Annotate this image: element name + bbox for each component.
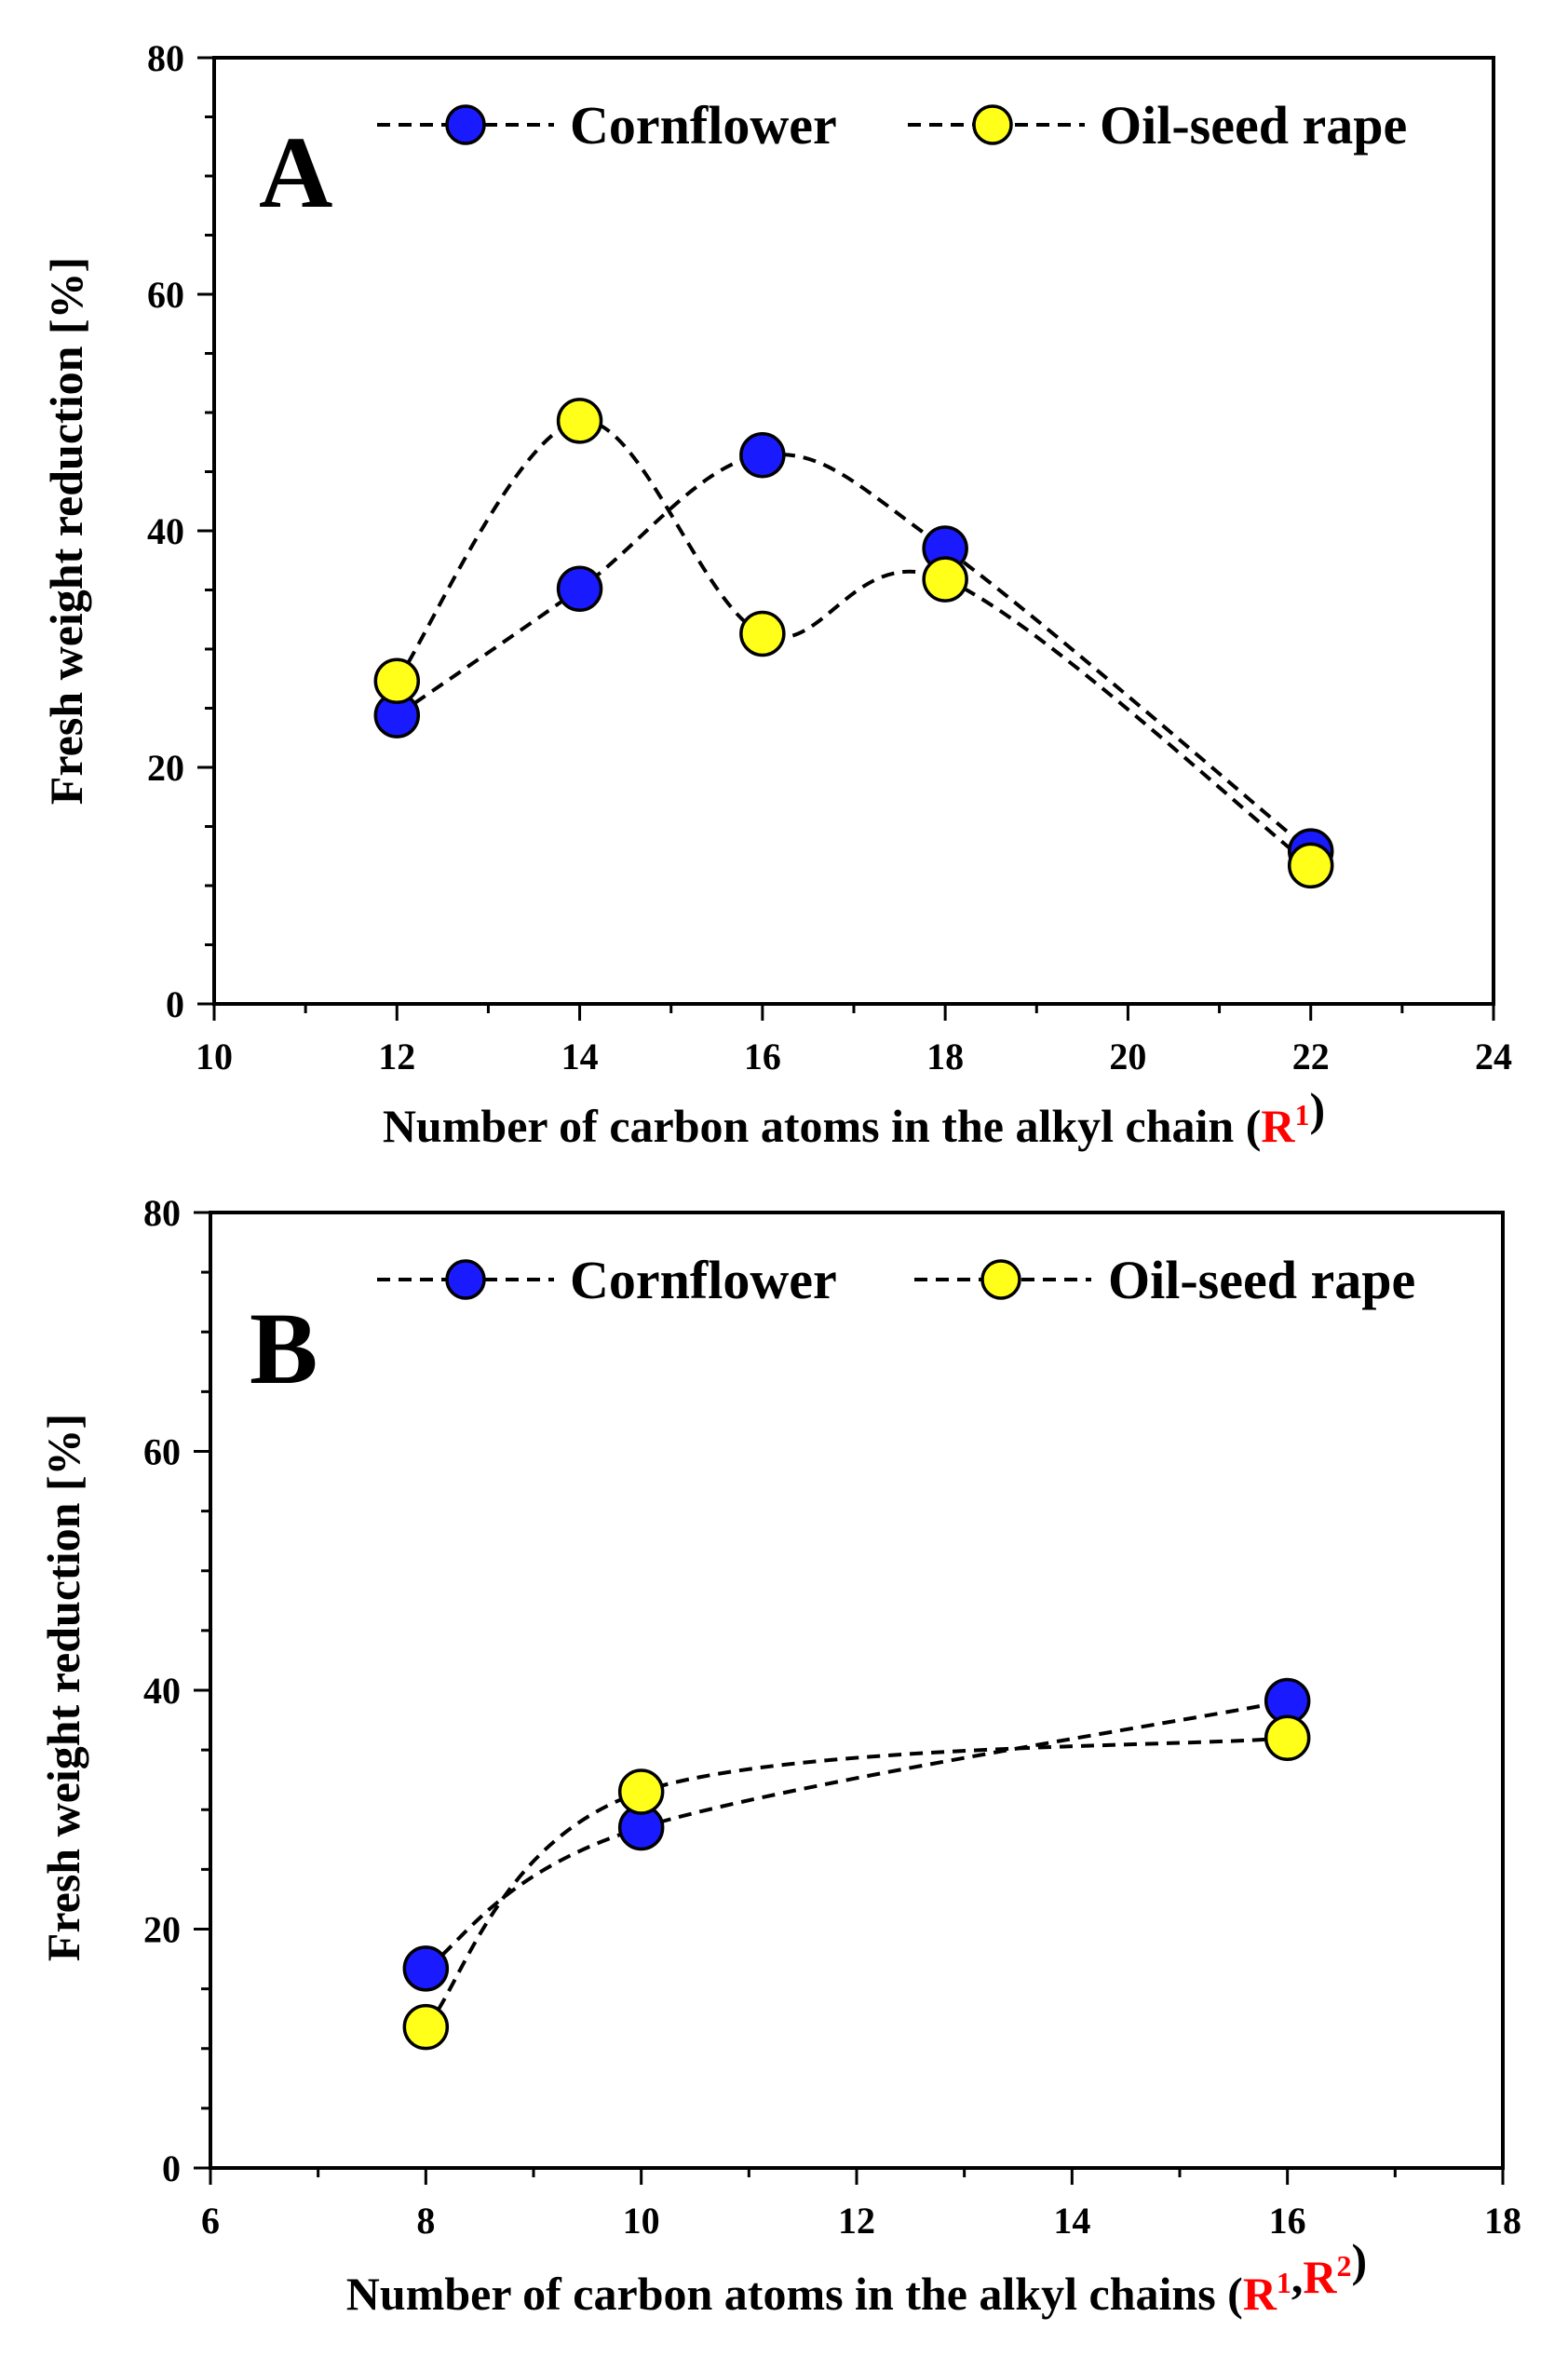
x-tick-label: 10 xyxy=(623,2200,660,2242)
x-axis-label: Number of carbon atoms in the alkyl chai… xyxy=(383,1083,1325,1152)
data-point-oil-seed-rape xyxy=(373,657,421,705)
data-point-cornflower xyxy=(402,1945,450,1992)
data-point-oil-seed-rape xyxy=(556,398,603,444)
x-tick-label: 16 xyxy=(744,1036,781,1077)
data-point-oil-seed-rape xyxy=(922,556,968,603)
y-tick-label: 0 xyxy=(166,983,184,1025)
legend-label-cornflower: Cornflower xyxy=(570,95,837,156)
y-tick-label: 40 xyxy=(147,510,184,552)
data-point-cornflower xyxy=(739,431,786,479)
x-axis-label: Number of carbon atoms in the alkyl chai… xyxy=(346,2234,1367,2320)
x-tick-label: 10 xyxy=(196,1036,233,1077)
data-point-cornflower xyxy=(556,565,603,612)
data-point-oil-seed-rape xyxy=(617,1768,665,1815)
data-point-oil-seed-rape xyxy=(739,610,786,657)
y-axis-label: Fresh weight reduction [%] xyxy=(40,257,92,805)
x-axis-label-text: Number of carbon atoms in the alkyl chai… xyxy=(346,2268,1243,2320)
legend-marker-oil-seed-rape xyxy=(980,1259,1021,1300)
x-axis-label-superscript: 1 xyxy=(1277,2266,1291,2299)
legend: Cornflower Oil-seed rape xyxy=(377,95,1407,156)
y-tick-label: 80 xyxy=(143,1192,181,1234)
legend: Cornflower Oil-seed rape xyxy=(377,1250,1415,1310)
legend-label-oil-seed-rape: Oil-seed rape xyxy=(1108,1250,1415,1310)
legend-label-cornflower: Cornflower xyxy=(570,1250,837,1310)
x-tick-label: 22 xyxy=(1292,1036,1330,1077)
panel-label: B xyxy=(250,1292,318,1405)
data-point-oil-seed-rape xyxy=(1287,842,1334,889)
x-tick-label: 12 xyxy=(838,2200,875,2242)
series-line-oil-seed-rape xyxy=(395,418,1312,867)
y-tick-label: 0 xyxy=(162,2147,181,2189)
x-axis-label-superscript: 2 xyxy=(1337,2249,1352,2283)
x-tick-label: 24 xyxy=(1475,1036,1512,1077)
x-tick-label: 14 xyxy=(1053,2200,1090,2242)
data-point-oil-seed-rape xyxy=(1264,1714,1311,1762)
y-tick-label: 20 xyxy=(143,1909,181,1951)
data-point-oil-seed-rape xyxy=(402,2003,450,2051)
x-tick-label: 18 xyxy=(926,1036,964,1077)
y-tick-label: 60 xyxy=(143,1431,181,1473)
x-axis-label-highlight: R xyxy=(1243,2268,1277,2320)
x-axis-label-highlight: R xyxy=(1303,2251,1337,2303)
x-axis-label-highlight: R xyxy=(1261,1100,1295,1152)
legend-marker-cornflower xyxy=(445,104,486,145)
y-axis-label: Fresh weight reduction [%] xyxy=(37,1414,89,1961)
panel-label: A xyxy=(259,115,332,229)
series-lines xyxy=(424,1699,1289,2029)
x-tick-label: 20 xyxy=(1109,1036,1146,1077)
y-tick-label: 40 xyxy=(143,1670,181,1712)
x-tick-label: 18 xyxy=(1484,2200,1521,2242)
y-tick-label: 80 xyxy=(147,37,184,79)
x-axis-label-superscript: 1 xyxy=(1295,1098,1310,1131)
series-line-oil-seed-rape xyxy=(424,1736,1288,2029)
series-markers xyxy=(373,398,1334,889)
legend-marker-cornflower xyxy=(445,1259,486,1300)
x-tick-label: 12 xyxy=(378,1036,415,1077)
y-tick-label: 60 xyxy=(147,274,184,316)
chart-panel-a: 10 12 14 16 18 20 22 24 0 20 40 60 80 Fresh weight re… xyxy=(40,37,1512,1152)
x-axis-label-text: Number of carbon atoms in the alkyl chai… xyxy=(383,1100,1262,1152)
x-axis-label-separator: , xyxy=(1291,2251,1304,2303)
y-tick-label: 20 xyxy=(147,747,184,789)
x-tick-label: 16 xyxy=(1269,2200,1306,2242)
legend-label-oil-seed-rape: Oil-seed rape xyxy=(1100,95,1407,156)
series-lines xyxy=(395,418,1312,867)
x-tick-label: 6 xyxy=(201,2200,220,2242)
x-axis-label-close: ) xyxy=(1352,2234,1368,2286)
x-tick-label: 8 xyxy=(416,2200,435,2242)
series-markers xyxy=(402,1677,1311,2051)
legend-marker-oil-seed-rape xyxy=(972,104,1013,145)
x-tick-label: 14 xyxy=(561,1036,599,1077)
series-line-cornflower xyxy=(425,1699,1289,1971)
series-line-cornflower xyxy=(396,452,1312,853)
x-axis-label-close: ) xyxy=(1310,1083,1326,1135)
